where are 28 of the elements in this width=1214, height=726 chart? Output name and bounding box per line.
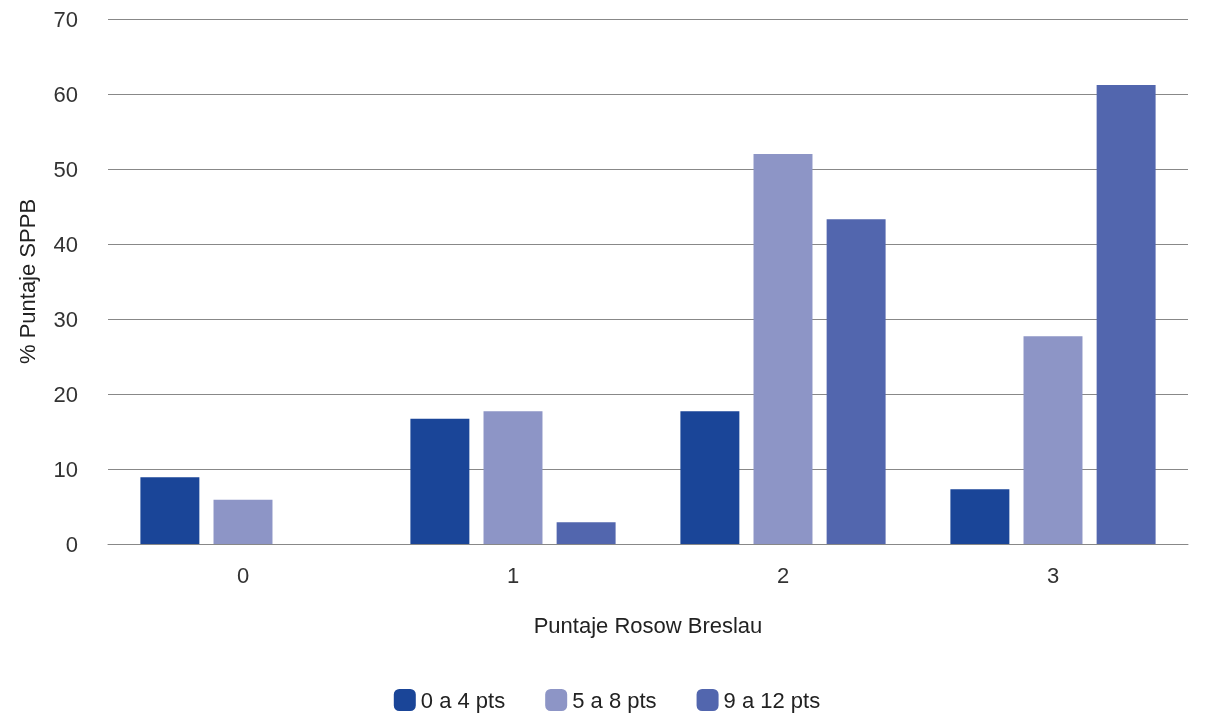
- bar: [680, 411, 740, 544]
- legend-label: 5 a 8 pts: [572, 687, 657, 713]
- y-tick-label: 70: [53, 6, 78, 32]
- bar: [213, 499, 273, 544]
- x-tick-label: 1: [506, 562, 520, 588]
- bar: [950, 489, 1010, 544]
- bar: [1096, 85, 1156, 544]
- x-tick-label: 2: [776, 562, 790, 588]
- bar: [140, 477, 200, 544]
- bar: [483, 411, 543, 544]
- y-axis-title: % Puntaje SPPB: [14, 198, 40, 365]
- legend-label: 0 a 4 pts: [420, 687, 506, 713]
- bar: [410, 418, 470, 544]
- x-tick-label: 0: [236, 562, 250, 588]
- y-tick-label: 60: [53, 81, 78, 107]
- y-tick-label: 50: [53, 156, 78, 182]
- bar: [753, 154, 813, 544]
- y-tick-label: 40: [53, 231, 78, 257]
- y-tick-label: 20: [53, 381, 78, 407]
- x-tick-label: 3: [1046, 562, 1060, 588]
- y-tick-label: 0: [65, 531, 78, 557]
- bar: [1023, 336, 1083, 544]
- legend-label: 9 a 12 pts: [723, 687, 821, 713]
- bar: [826, 219, 886, 544]
- x-axis-title: Puntaje Rosow Breslau: [533, 612, 763, 638]
- y-tick-label: 10: [53, 456, 78, 482]
- y-tick-label: 30: [53, 306, 78, 332]
- bar: [556, 522, 616, 544]
